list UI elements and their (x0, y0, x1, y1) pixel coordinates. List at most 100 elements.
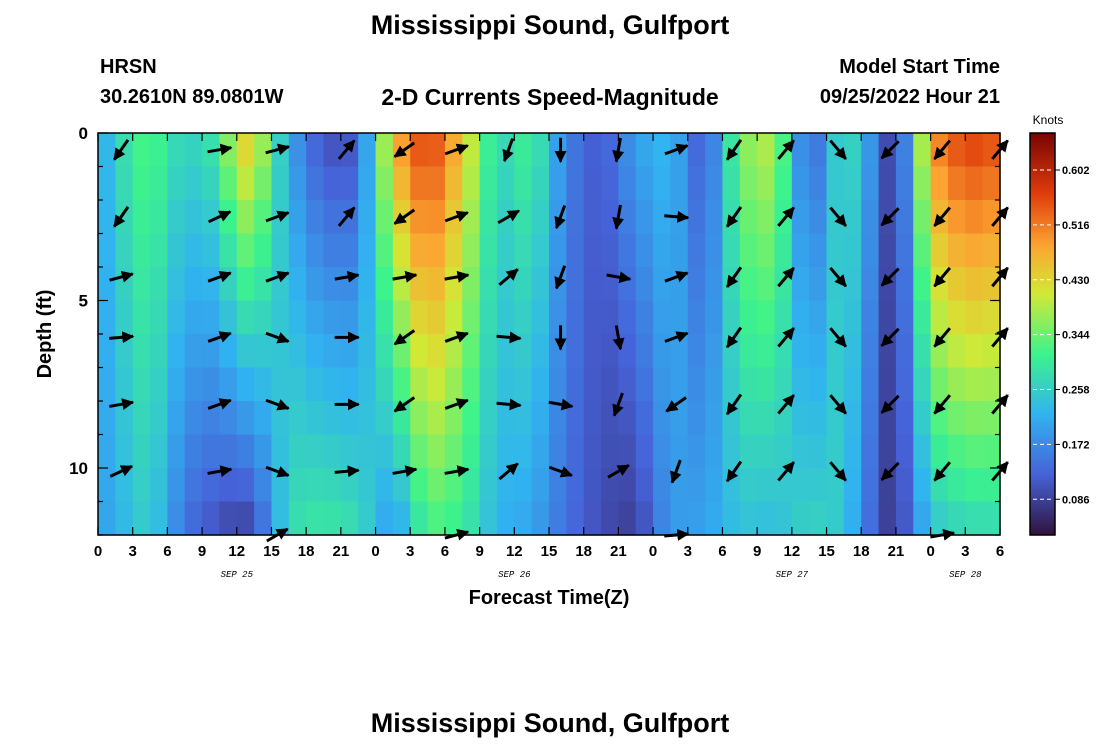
y-axis-label: Depth (ft) (34, 290, 56, 379)
heatmap-cell (722, 233, 741, 268)
heatmap-cell (930, 434, 949, 469)
heatmap-cell (705, 267, 724, 302)
heatmap-cell (913, 501, 932, 536)
heatmap-cell (861, 434, 880, 469)
heatmap-cell (982, 434, 1001, 469)
heatmap-cell (687, 434, 706, 469)
heatmap-cell (739, 468, 758, 503)
heatmap-cell (410, 166, 429, 201)
heatmap-cell (930, 300, 949, 335)
heatmap-cell (514, 501, 533, 536)
heatmap-cell (202, 367, 221, 402)
heatmap-cell (323, 133, 342, 168)
current-arrow (265, 331, 290, 344)
heatmap-cell (670, 468, 689, 503)
x-tick-label: 0 (649, 543, 657, 560)
heatmap-cell (150, 267, 168, 302)
x-axis: 0 3 6 9 12 15 18 21 0 3 6 9 12 15 18 21 0 3 6 9 12 15 18 21 0 3 6 S… (94, 133, 1004, 580)
heatmap-cell (947, 300, 966, 335)
heatmap-cell (375, 401, 394, 436)
heatmap-cell (306, 300, 325, 335)
heatmap-cell (878, 367, 897, 402)
heatmap-cell (167, 233, 186, 268)
current-arrow (777, 461, 795, 482)
current-arrow (606, 271, 632, 284)
heatmap-cell (843, 434, 862, 469)
heatmap-cell (583, 434, 602, 469)
heatmap-cell (791, 133, 810, 168)
heatmap-cell (340, 166, 359, 201)
heatmap-cell (895, 401, 914, 436)
heatmap-cell (496, 501, 515, 536)
colorbar-tick-label: 0.602 (1062, 165, 1090, 177)
heatmap-cell (687, 468, 706, 503)
heatmap-cell (219, 501, 238, 536)
heatmap-cell (410, 200, 429, 235)
heatmap-cell (965, 233, 984, 268)
heatmap-cell (601, 200, 619, 235)
x-tick-label: 15 (541, 543, 558, 560)
current-arrow (393, 141, 416, 158)
heatmap-cell (843, 401, 862, 436)
heatmap-cell (462, 267, 481, 302)
heatmap-cell (791, 434, 810, 469)
heatmap-cell (219, 267, 238, 302)
heatmap-cell (895, 133, 914, 168)
heatmap-cell (219, 367, 238, 402)
heatmap-cell (462, 334, 481, 369)
heatmap-cell (150, 434, 168, 469)
heatmap-cell (618, 501, 637, 536)
colorbar-tick-label: 0.258 (1062, 385, 1090, 397)
heatmap-cell (306, 200, 325, 235)
heatmap-cell (965, 334, 984, 369)
heatmap-cell (601, 166, 619, 201)
current-arrow (777, 394, 795, 415)
heatmap-cell (878, 233, 897, 268)
current-arrow (612, 392, 624, 417)
heatmap-cell (202, 233, 221, 268)
heatmap-cell (878, 200, 897, 235)
heatmap-cell (965, 133, 984, 168)
heatmap-cell (843, 501, 862, 536)
heatmap-cell (340, 300, 359, 335)
heatmap-cell (705, 200, 724, 235)
heatmap-cell (670, 166, 689, 201)
heatmap-cell (791, 233, 810, 268)
current-arrow (207, 398, 232, 410)
heatmap-cell (236, 434, 255, 469)
heatmap-cell (566, 300, 585, 335)
y-tick-label: 10 (69, 459, 88, 478)
heatmap-cell (115, 267, 134, 302)
heatmap-cell (358, 334, 377, 369)
heatmap-cell (947, 334, 966, 369)
heatmap-cell (791, 367, 810, 402)
heatmap-cell (236, 468, 255, 503)
heatmap-cell (982, 267, 1001, 302)
heatmap-cell (444, 300, 463, 335)
heatmap-cell (323, 367, 342, 402)
heatmap-cell (687, 233, 706, 268)
heatmap-cell (635, 267, 654, 302)
heatmap-cell (757, 267, 776, 302)
heatmap-cell (462, 434, 481, 469)
y-tick-label: 0 (79, 124, 88, 143)
heatmap-cell (150, 200, 168, 235)
current-arrow (265, 143, 290, 156)
heatmap-cell (601, 133, 619, 168)
current-arrow (880, 327, 900, 347)
current-arrow (880, 140, 900, 160)
heatmap-cell (306, 501, 325, 536)
heatmap-cell (392, 233, 411, 268)
heatmap-cell (947, 367, 966, 402)
heatmap-cell (323, 434, 342, 469)
heatmap-cell (514, 367, 533, 402)
heatmap-cell (566, 501, 585, 536)
heatmap-cell (913, 434, 932, 469)
heatmap-cell (288, 434, 307, 469)
heatmap-cell (653, 200, 672, 235)
current-arrow (109, 464, 134, 478)
current-arrow (109, 398, 135, 411)
heatmap-cell (635, 233, 654, 268)
heatmap-cell (705, 401, 724, 436)
heatmap-cell (947, 166, 966, 201)
